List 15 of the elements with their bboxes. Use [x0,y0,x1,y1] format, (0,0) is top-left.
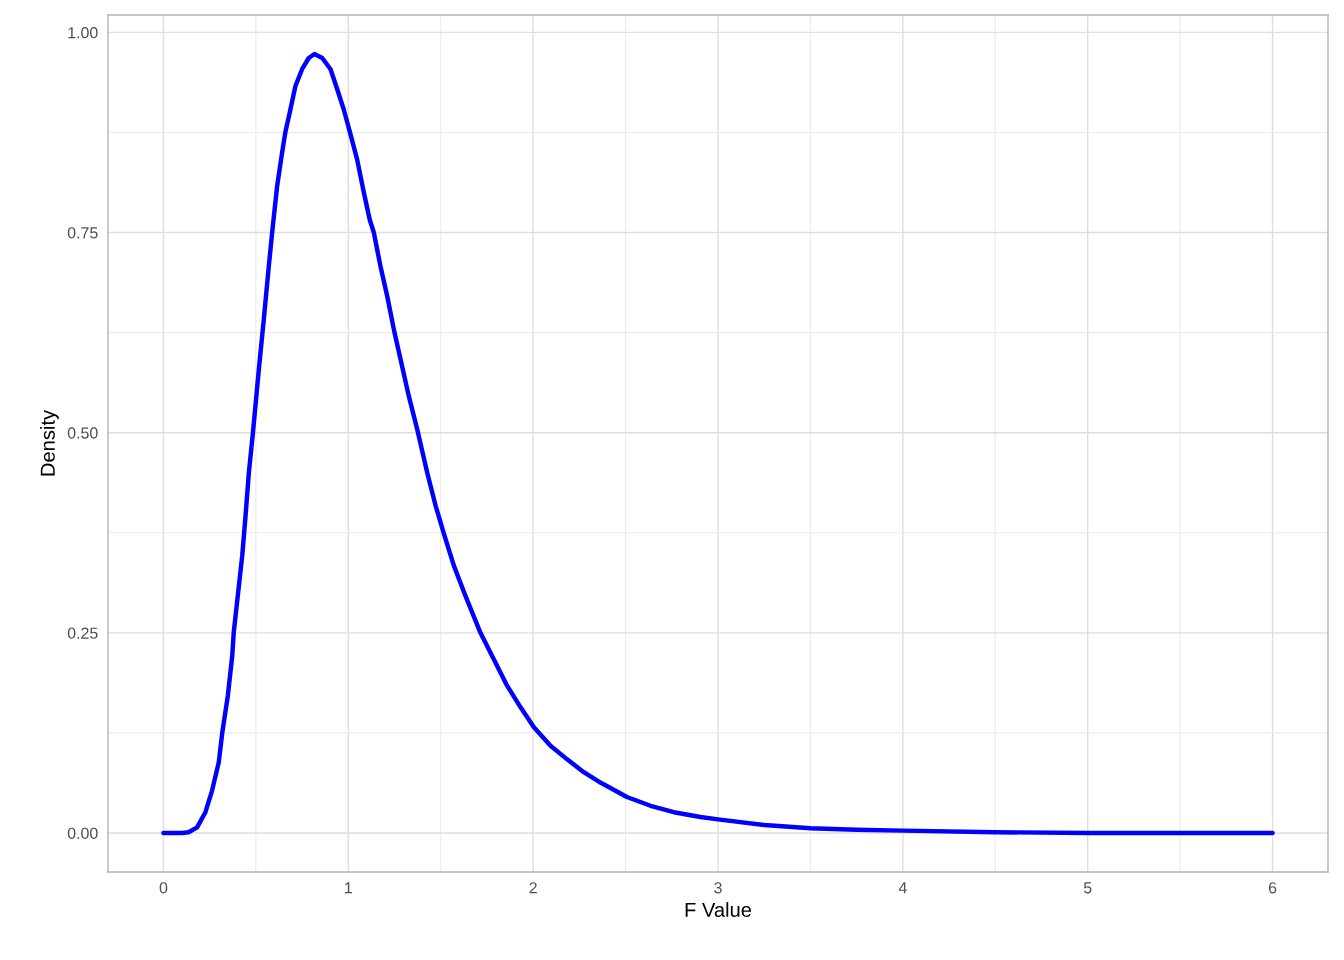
x-tick-label: 5 [1083,882,1092,894]
y-tick-label: 0.50 [67,427,98,439]
x-tick-label: 6 [1268,882,1277,894]
y-tick-label: 0.25 [67,627,98,639]
x-tick-label: 4 [898,882,907,894]
x-tick-label: 3 [714,882,722,894]
line-series [161,51,1275,836]
x-tick-label: 0 [159,882,168,894]
y-tick-label: 0.00 [67,827,98,839]
y-tick-label: 0.75 [67,227,98,239]
x-axis-title: F Value [685,902,752,917]
x-tick-label: 2 [529,882,537,894]
x-tick-label: 1 [345,882,352,894]
y-axis-title: Density [40,409,59,476]
y-tick-label: 1.00 [68,27,98,39]
